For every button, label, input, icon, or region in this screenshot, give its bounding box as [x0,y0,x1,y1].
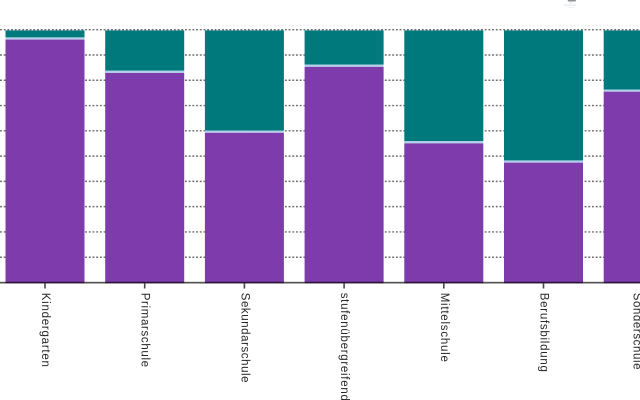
svg-text:Sekundarschule: Sekundarschule [238,293,250,383]
svg-text:Berufsbildung: Berufsbildung [538,293,550,373]
svg-text:Primarschule: Primarschule [139,293,151,368]
svg-text:Kindergarten: Kindergarten [39,293,51,368]
svg-text:Sonderschule: Sonderschule [630,293,640,370]
svg-text:Mittelschule: Mittelschule [438,293,450,363]
svg-text:stufenübergreifende Schulen: stufenübergreifende Schulen [338,293,350,400]
